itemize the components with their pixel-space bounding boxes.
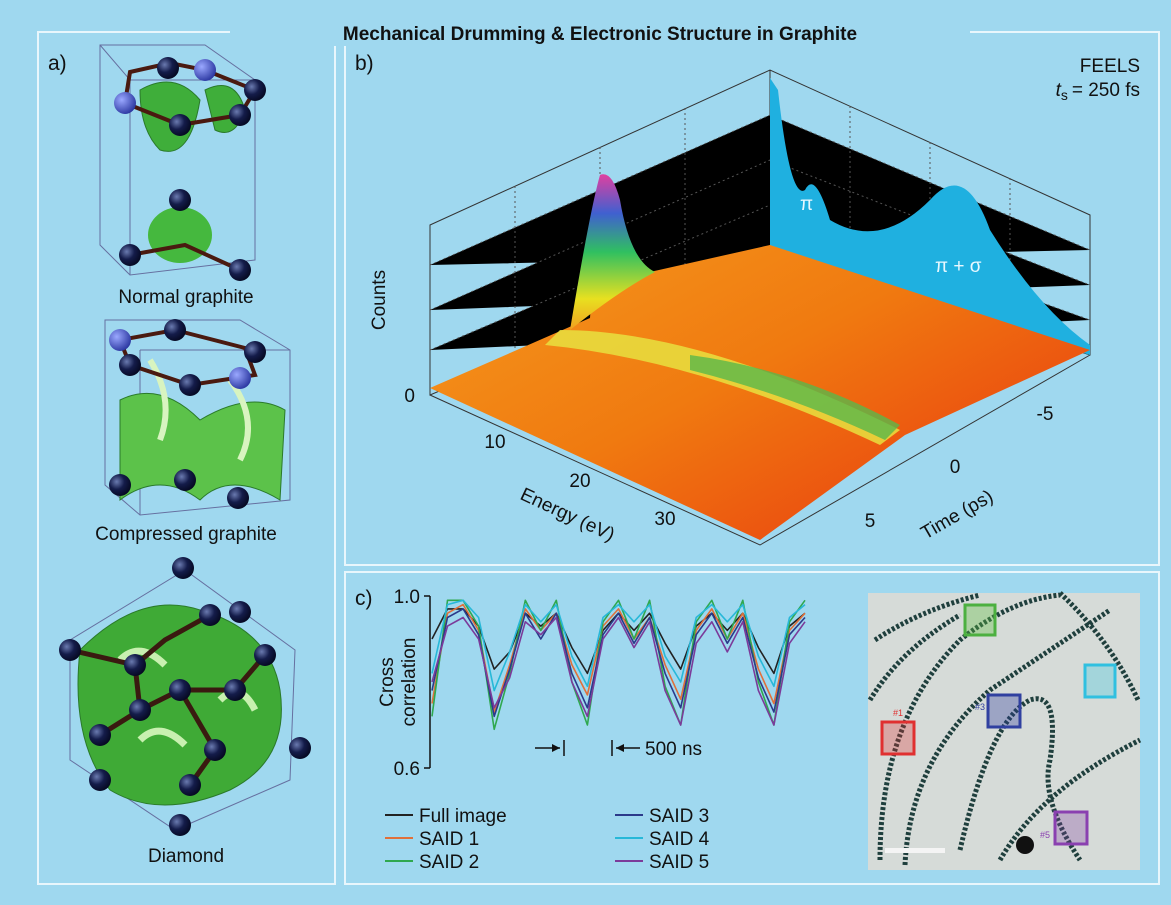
structure-caption: Diamond bbox=[148, 846, 224, 867]
structure-caption: Compressed graphite bbox=[95, 524, 277, 545]
z-tick-label: 0 bbox=[404, 386, 415, 407]
energy-tick-label: 20 bbox=[569, 471, 590, 492]
peak-label: π bbox=[800, 194, 813, 215]
region-label: #1 bbox=[893, 708, 903, 718]
time-tick-label: 5 bbox=[865, 511, 876, 532]
peak-label: π + σ bbox=[935, 256, 982, 277]
structure-caption: Normal graphite bbox=[118, 287, 253, 308]
figure-title: Mechanical Drumming & Electronic Structu… bbox=[343, 24, 857, 45]
region-label: #3 bbox=[975, 702, 985, 712]
time-tick-label: -5 bbox=[1037, 404, 1054, 425]
ts-value: = 250 fs bbox=[1072, 80, 1140, 101]
time-tick-label: 0 bbox=[950, 457, 961, 478]
energy-tick-label: 10 bbox=[484, 432, 505, 453]
y-axis-label: Cross bbox=[377, 657, 398, 707]
legend-label: Full image bbox=[419, 806, 507, 827]
energy-tick-label: 30 bbox=[654, 509, 675, 530]
legend-label: SAID 1 bbox=[419, 829, 479, 850]
panel-label: c) bbox=[355, 587, 373, 610]
y-tick-label: 0.6 bbox=[394, 759, 420, 780]
micrograph bbox=[868, 593, 1140, 870]
ts-subscript: s bbox=[1061, 87, 1068, 103]
z-axis-label: Counts bbox=[369, 270, 390, 330]
figure: Mechanical Drumming & Electronic Structu… bbox=[0, 0, 1171, 905]
legend-label: SAID 4 bbox=[649, 829, 710, 850]
legend-label: SAID 2 bbox=[419, 852, 479, 873]
legend-label: SAID 5 bbox=[649, 852, 709, 873]
method-label: FEELS bbox=[1080, 56, 1140, 77]
y-tick-label: 1.0 bbox=[394, 587, 420, 608]
panel-label: a) bbox=[48, 52, 67, 75]
scale-label: 500 ns bbox=[645, 739, 702, 760]
region-label: #5 bbox=[1040, 830, 1050, 840]
legend-label: SAID 3 bbox=[649, 806, 709, 827]
panel-label: b) bbox=[355, 52, 374, 75]
y-axis-label: correlation bbox=[399, 638, 420, 727]
